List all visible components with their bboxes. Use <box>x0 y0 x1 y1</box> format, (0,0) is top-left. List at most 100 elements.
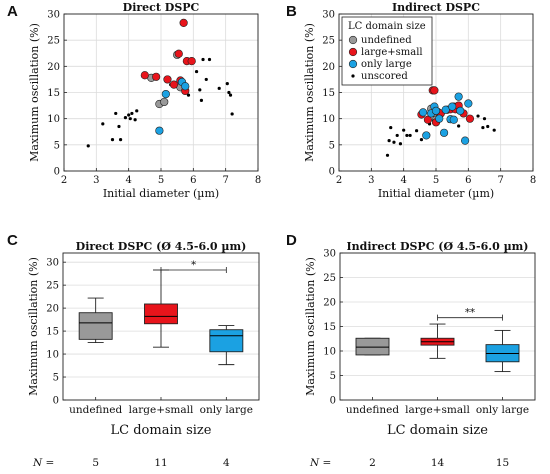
panel-c: C Direct DSPC (Ø 4.5-6.0 µm) 0 5 10 15 20 25 30 u… <box>7 232 260 469</box>
significance-bracket: ** <box>437 308 503 321</box>
x-axis-label: Initial diameter (µm) <box>378 187 494 200</box>
box-iqr <box>78 312 113 340</box>
y-axis-label: Maximum oscillation (%) <box>27 257 40 396</box>
y-tick-label: 10 <box>47 114 60 125</box>
legend-title: LC domain size <box>348 21 426 32</box>
data-point-unscored <box>385 153 390 157</box>
data-point-unscored <box>128 117 132 121</box>
data-point-unscored <box>457 124 461 128</box>
data-point-unscored <box>225 82 229 86</box>
y-tick-label: 30 <box>323 249 336 260</box>
data-point-large_small <box>152 72 161 81</box>
data-point-large_small <box>430 86 439 95</box>
data-point-unscored <box>395 133 399 138</box>
y-tick-label: 0 <box>53 396 59 407</box>
data-point-unscored <box>133 118 137 122</box>
significance-label: ** <box>465 308 475 319</box>
data-point-only_large <box>441 105 450 114</box>
data-point-unscored <box>492 128 496 132</box>
x-axis-label: LC domain size <box>111 423 212 438</box>
box-large_small <box>420 323 455 359</box>
data-point-unscored <box>398 142 403 146</box>
y-tick-label: 30 <box>322 10 335 21</box>
data-point-large_small <box>163 75 172 84</box>
box-large_small <box>144 269 178 348</box>
x-axis-label: LC domain size <box>387 423 488 438</box>
box-undefined <box>78 297 113 344</box>
significance-label: * <box>191 260 196 271</box>
data-point-only_large <box>431 106 441 115</box>
x-tick-label: 6 <box>190 175 196 186</box>
data-point-unscored <box>476 114 480 118</box>
box-iqr <box>209 329 244 353</box>
panel-letter: C <box>7 232 18 249</box>
data-point-only_large <box>161 89 170 99</box>
category-label: large+small <box>129 404 194 416</box>
y-tick-label: 30 <box>46 258 59 269</box>
legend-marker-large_small <box>348 47 358 57</box>
y-tick-label: 15 <box>46 327 59 338</box>
data-point-unscored <box>482 117 487 121</box>
data-point-unscored <box>114 111 118 116</box>
data-point-unscored <box>130 111 134 116</box>
data-point-large_small <box>465 114 475 123</box>
data-point-unscored <box>117 124 121 129</box>
x-tick-label: 7 <box>497 175 503 186</box>
data-point-unscored <box>135 109 139 113</box>
chart-title: Direct DSPC (Ø 4.5-6.0 µm) <box>76 240 247 253</box>
box-iqr <box>144 303 178 325</box>
legend-entry: only large <box>361 59 412 70</box>
data-point-only_large <box>454 92 463 101</box>
data-point-only_large <box>435 114 444 123</box>
y-tick-label: 25 <box>322 36 335 47</box>
box-only_large <box>485 329 520 373</box>
legend-entry: large+small <box>361 47 423 58</box>
legend-box <box>341 16 433 86</box>
y-tick-label: 5 <box>54 140 60 151</box>
data-point-only_large <box>448 102 457 111</box>
series-only_large <box>418 92 473 145</box>
data-point-unscored <box>204 77 208 82</box>
x-tick-label: 2 <box>336 175 342 186</box>
series-only_large <box>155 77 190 135</box>
category-label: only large <box>476 404 529 416</box>
x-axis-label: Initial diameter (µm) <box>103 187 219 200</box>
chart-title: Indirect DSPC <box>392 1 480 14</box>
y-tick-label: 15 <box>47 88 60 99</box>
data-point-only_large <box>181 82 190 91</box>
data-point-undefined <box>160 97 169 107</box>
y-tick-label: 10 <box>322 114 335 125</box>
data-point-unscored <box>389 125 393 130</box>
n-value: 11 <box>154 457 167 469</box>
panel-d: D Indirect DSPC (Ø 4.5-6.0 µm) 0 5 10 15 20 25 3… <box>286 232 536 469</box>
panel-b: B Indirect DSPC 0 5 10 15 20 25 30 2 3 4 5 6 7 8 Initial… <box>286 1 536 200</box>
data-point-unscored <box>228 93 233 97</box>
chart-title: Direct DSPC <box>123 1 200 14</box>
data-point-large_small <box>169 80 179 89</box>
y-tick-label: 20 <box>322 62 335 73</box>
category-label: undefined <box>346 404 399 416</box>
data-point-unscored <box>408 133 412 138</box>
axes-frame <box>338 13 534 172</box>
x-tick-label: 8 <box>255 175 261 186</box>
y-axis-label: Maximum oscillation (%) <box>28 23 41 162</box>
category-label: only large <box>200 404 253 416</box>
data-point-unscored <box>405 133 409 138</box>
chart-title: Indirect DSPC (Ø 4.5-6.0 µm) <box>347 240 529 253</box>
box-only_large <box>209 325 244 366</box>
n-value: 4 <box>223 457 230 469</box>
data-point-unscored <box>227 90 231 95</box>
data-point-unscored <box>127 113 131 117</box>
panel-letter: B <box>286 3 297 20</box>
data-point-unscored <box>110 138 115 142</box>
panel-a: A Direct DSPC 0 5 10 15 20 25 30 2 3 4 5 6 7 8 Initial d… <box>7 1 261 200</box>
data-point-large_small <box>179 18 188 27</box>
y-tick-label: 25 <box>323 273 336 284</box>
x-tick-label: 5 <box>433 175 439 186</box>
data-point-only_large <box>422 131 431 140</box>
x-tick-label: 3 <box>93 175 99 186</box>
data-point-unscored <box>118 138 123 142</box>
n-label: N = <box>309 457 331 469</box>
panel-letter: A <box>7 3 18 20</box>
